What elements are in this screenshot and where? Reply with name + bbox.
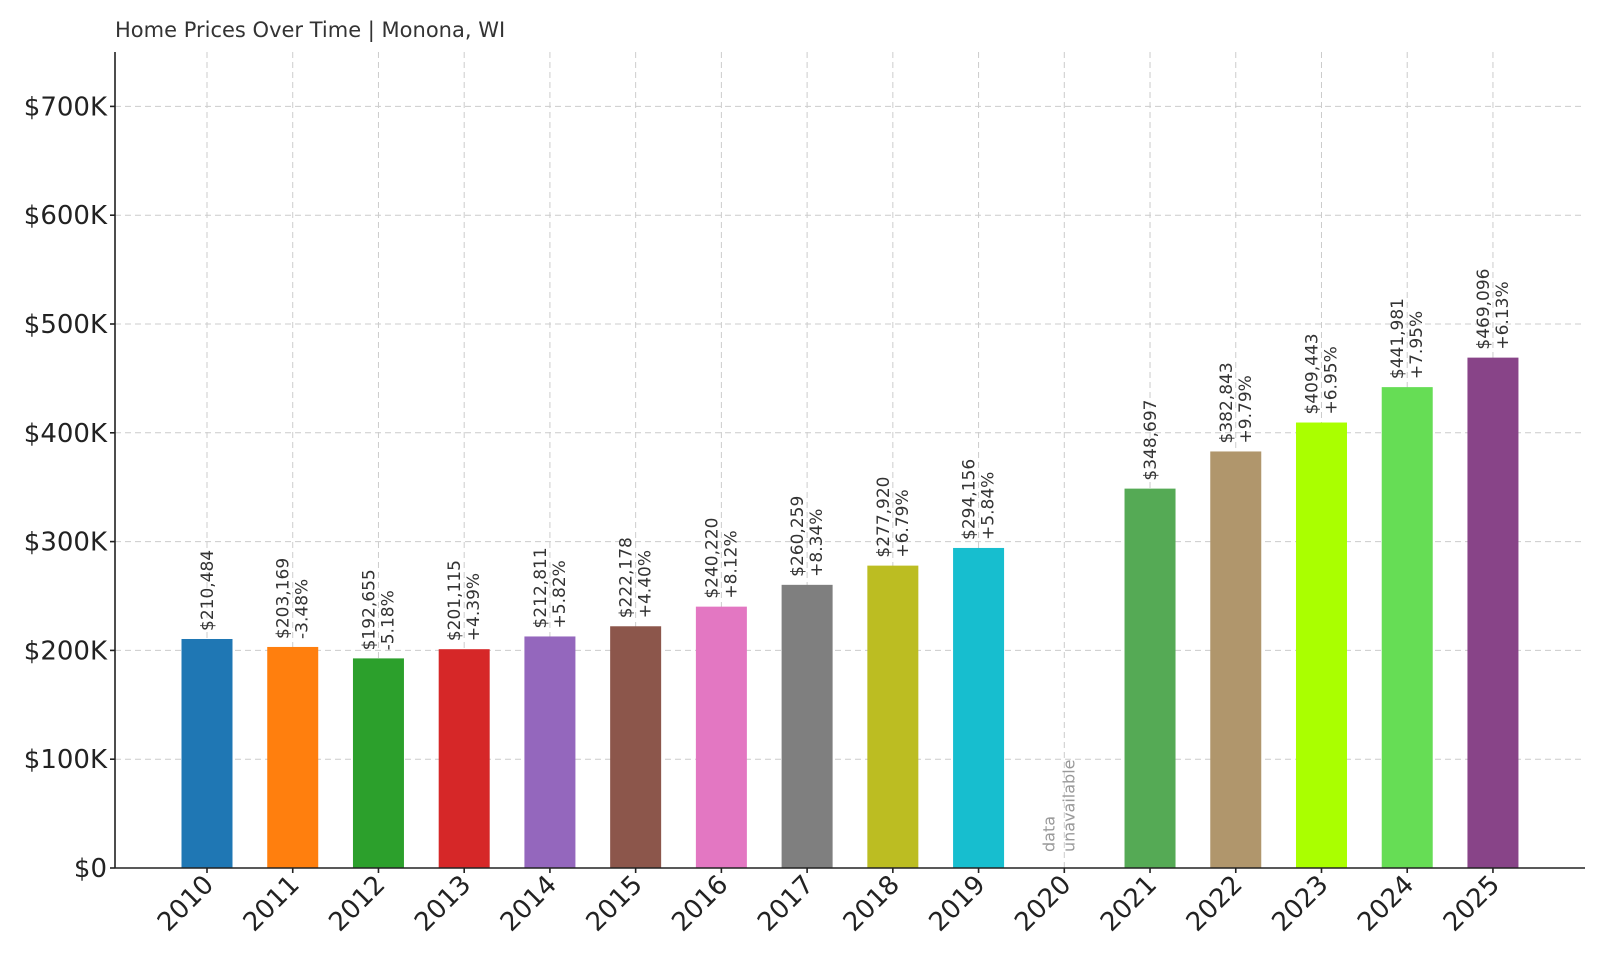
x-tick-label: 2021 — [1095, 870, 1163, 938]
x-tick-label: 2017 — [752, 870, 820, 938]
x-tick-label: 2014 — [495, 870, 563, 938]
x-tick-label: 2010 — [152, 870, 220, 938]
bar-2014 — [524, 636, 576, 868]
bar-2018 — [867, 565, 919, 868]
x-tick-label: 2024 — [1352, 870, 1420, 938]
bar-change-text: +8.34% — [807, 509, 827, 577]
bar-price-text: $277,920 — [874, 476, 894, 557]
x-tick-label: 2015 — [581, 870, 649, 938]
bar-value-label: $441,981+7.95% — [1388, 298, 1427, 379]
bar-value-label: $382,843+9.79% — [1217, 362, 1256, 443]
x-tick-label: 2013 — [409, 870, 477, 938]
bar-value-label: $210,484 — [198, 550, 218, 631]
bar-change-text: +6.95% — [1321, 346, 1341, 414]
bar-price-text: $201,115 — [445, 560, 465, 641]
bar-2017 — [781, 584, 833, 868]
bar-change-text: +5.84% — [979, 472, 999, 540]
bar-price-text: $192,655 — [359, 569, 379, 650]
missing-data-line: unavailable — [1059, 760, 1078, 853]
bar-price-text: $382,843 — [1217, 362, 1237, 443]
bar-value-label: $240,220+8.12% — [702, 518, 741, 599]
bar-2013 — [438, 649, 490, 868]
bar-change-text: +7.95% — [1407, 311, 1427, 379]
bar-price-text: $210,484 — [198, 550, 218, 631]
bar-2021 — [1124, 488, 1176, 868]
x-tick-label: 2023 — [1266, 870, 1334, 938]
x-tick-label: 2019 — [924, 870, 992, 938]
bar-2024 — [1381, 387, 1433, 868]
chart-title: Home Prices Over Time | Monona, WI — [115, 18, 506, 42]
bar-change-text: +9.79% — [1236, 375, 1256, 443]
bar-price-text: $260,259 — [788, 496, 808, 577]
bar-value-label: $260,259+8.34% — [788, 496, 827, 577]
x-tick-label: 2016 — [666, 870, 734, 938]
bar-change-text: -3.48% — [293, 579, 313, 639]
missing-data-line: data — [1039, 816, 1058, 852]
bar-value-label: $203,169-3.48% — [274, 558, 313, 639]
y-tick-label: $200K — [24, 636, 108, 666]
bar-change-text: -5.18% — [378, 590, 398, 650]
y-tick-label: $500K — [24, 310, 108, 340]
bar-value-label: $212,811+5.82% — [531, 547, 570, 628]
bar-value-label: $222,178+4.40% — [617, 537, 656, 618]
bar-2025 — [1467, 357, 1519, 868]
bar-price-text: $294,156 — [960, 459, 980, 540]
bar-2019 — [953, 547, 1005, 868]
x-tick-label: 2011 — [238, 870, 306, 938]
y-tick-label: $0 — [74, 854, 107, 884]
bar-price-text: $441,981 — [1388, 298, 1408, 379]
bar-2015 — [610, 626, 662, 868]
x-tick-label: 2018 — [838, 870, 906, 938]
bar-value-label: $192,655-5.18% — [359, 569, 398, 650]
bar-2022 — [1210, 451, 1262, 868]
bar-price-text: $222,178 — [617, 537, 637, 618]
bar-value-label: $201,115+4.39% — [445, 560, 484, 641]
bar-2016 — [695, 606, 747, 868]
y-tick-label: $600K — [24, 201, 108, 231]
bar-change-text: +4.39% — [464, 573, 484, 641]
bar-value-label: $409,443+6.95% — [1302, 333, 1341, 414]
bar-value-label: $469,096+6.13% — [1474, 268, 1513, 349]
bar-2012 — [352, 658, 404, 868]
x-tick-label: 2020 — [1009, 870, 1077, 938]
x-tick-label: 2022 — [1181, 870, 1249, 938]
bar-change-text: +4.40% — [636, 550, 656, 618]
missing-data-label: dataunavailable — [1039, 760, 1078, 853]
bar-2011 — [267, 646, 319, 868]
bar-change-text: +6.13% — [1493, 281, 1513, 349]
y-tick-label: $400K — [24, 419, 108, 449]
bar-price-text: $348,697 — [1141, 399, 1161, 480]
bar-price-text: $212,811 — [531, 547, 551, 628]
bar-change-text: +6.79% — [893, 489, 913, 557]
bar-price-text: $409,443 — [1302, 333, 1322, 414]
x-tick-label: 2025 — [1438, 870, 1506, 938]
bar-change-text: +8.12% — [721, 530, 741, 598]
bar-2010 — [181, 638, 233, 868]
bar-change-text: +5.82% — [550, 560, 570, 628]
bar-price-text: $203,169 — [274, 558, 294, 639]
bar-value-label: $348,697 — [1141, 399, 1161, 480]
bar-price-text: $240,220 — [702, 518, 722, 599]
y-tick-label: $300K — [24, 528, 108, 558]
bar-price-text: $469,096 — [1474, 268, 1494, 349]
bar-value-label: $277,920+6.79% — [874, 476, 913, 557]
x-tick-label: 2012 — [323, 870, 391, 938]
y-tick-label: $100K — [24, 745, 108, 775]
bar-value-label: $294,156+5.84% — [960, 459, 999, 540]
bar-2023 — [1295, 422, 1347, 868]
y-tick-label: $700K — [24, 92, 108, 122]
